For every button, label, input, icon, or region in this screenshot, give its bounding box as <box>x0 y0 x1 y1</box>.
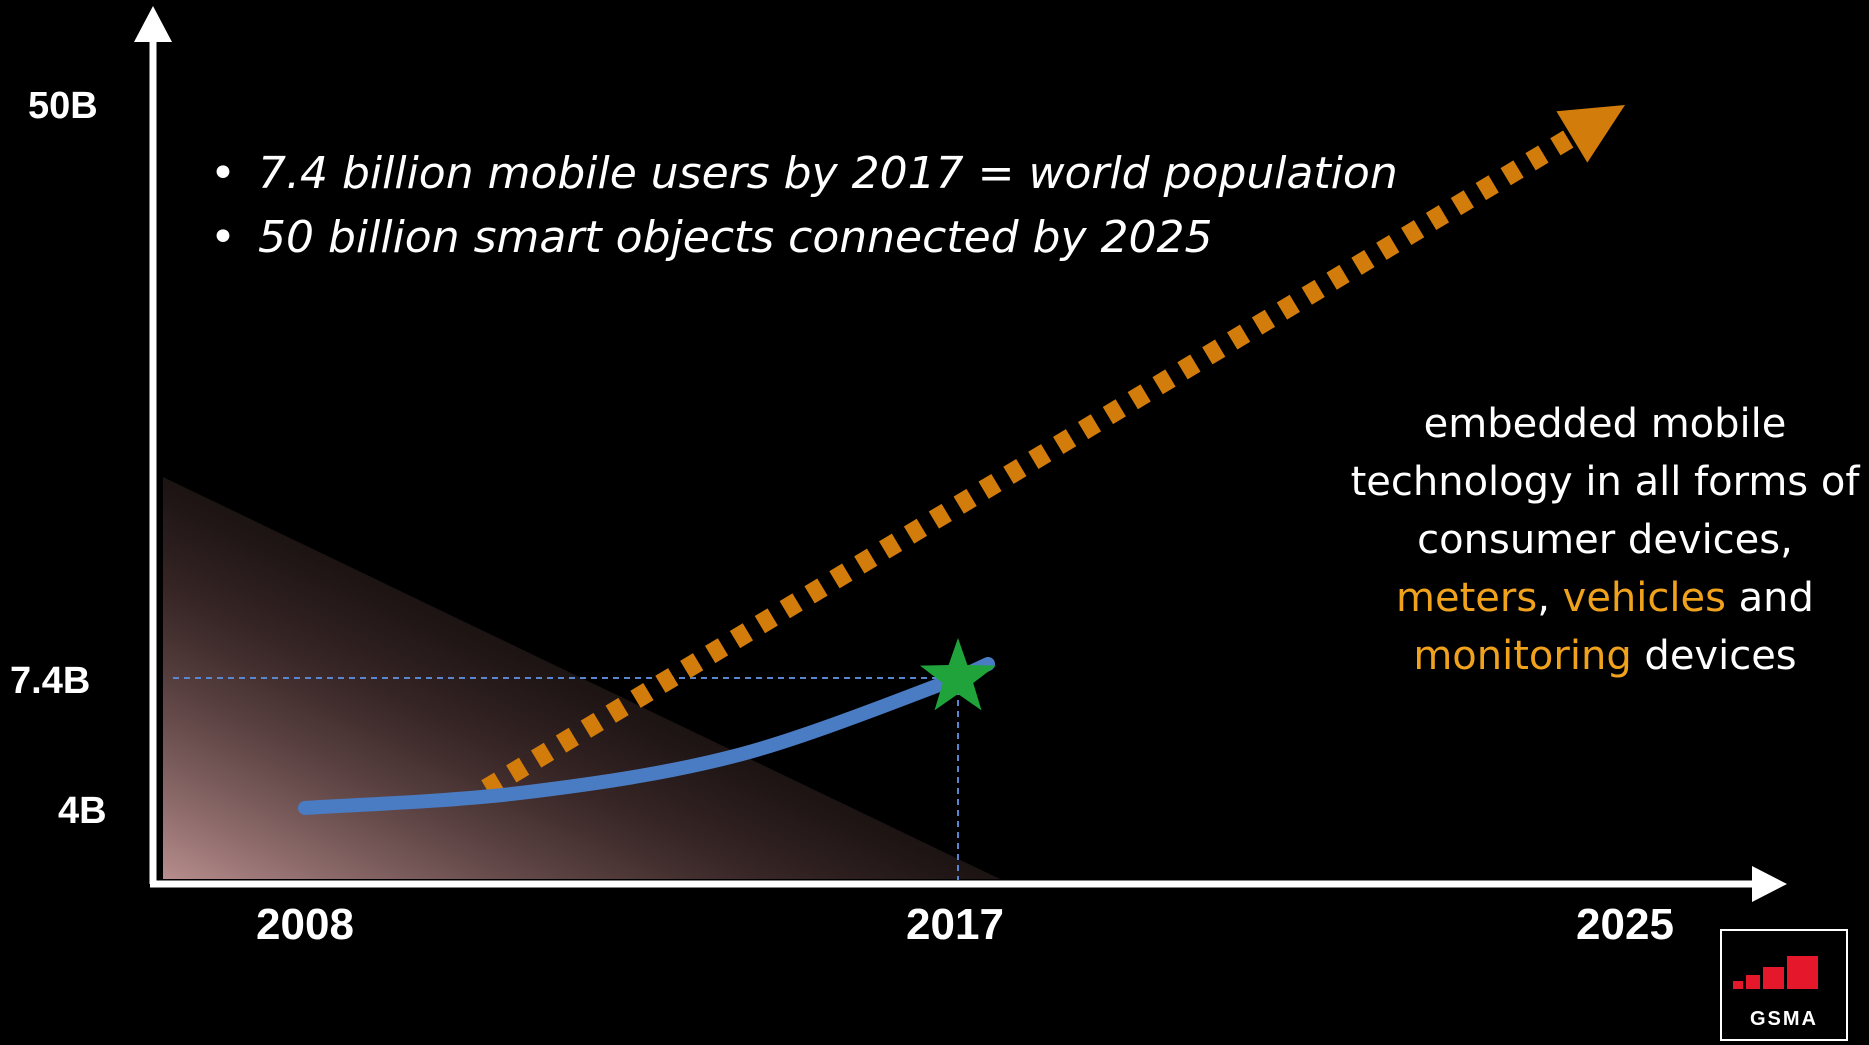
y-tick-label-50b: 50B <box>28 85 98 127</box>
series-mobile-users-line <box>298 657 995 815</box>
highlight-vehicles: vehicles <box>1562 575 1726 621</box>
annotation-line: embedded mobile <box>1423 401 1787 447</box>
gsma-logo: GSMA <box>1720 929 1848 1041</box>
annotation-and: and <box>1738 575 1814 621</box>
bullet-item: • 7.4 billion mobile users by 2017 = worl… <box>210 142 1398 206</box>
bullet-text: 7.4 billion mobile users by 2017 = world… <box>258 148 1398 199</box>
bullet-dot: • <box>210 212 236 263</box>
bullet-item: • 50 billion smart objects connected by 2… <box>210 206 1398 270</box>
annotation-devices: devices <box>1644 633 1797 679</box>
bullet-dot: • <box>210 148 236 199</box>
series-dotted-projection <box>481 128 1577 798</box>
annotation-comma: , <box>1537 575 1550 621</box>
x-tick-label-2008: 2008 <box>256 900 354 949</box>
x-axis-arrowhead <box>1752 866 1787 902</box>
y-axis-arrowhead <box>134 6 172 42</box>
annotation-line: meters, vehicles and <box>1340 569 1869 627</box>
gsma-logo-bars-icon <box>1733 956 1818 989</box>
y-tick-label-7-4b: 7.4B <box>10 660 91 702</box>
star-marker <box>919 638 997 711</box>
embedded-annotation: embedded mobile technology in all forms … <box>1340 395 1869 685</box>
x-tick-label-2025: 2025 <box>1576 900 1674 949</box>
annotation-line: monitoring devices <box>1340 627 1869 685</box>
bullet-text: 50 billion smart objects connected by 20… <box>258 212 1213 263</box>
bullet-list: • 7.4 billion mobile users by 2017 = worl… <box>210 142 1398 270</box>
highlight-monitoring: monitoring <box>1413 633 1632 679</box>
series-dotted-arrowhead <box>1556 105 1625 163</box>
x-tick-label-2017: 2017 <box>906 900 1004 949</box>
highlight-meters: meters <box>1396 575 1538 621</box>
annotation-line: consumer devices, <box>1417 517 1793 563</box>
gsma-logo-text: GSMA <box>1750 1008 1818 1030</box>
y-tick-label-4b: 4B <box>58 790 107 832</box>
annotation-line: technology in all forms of <box>1350 459 1860 505</box>
